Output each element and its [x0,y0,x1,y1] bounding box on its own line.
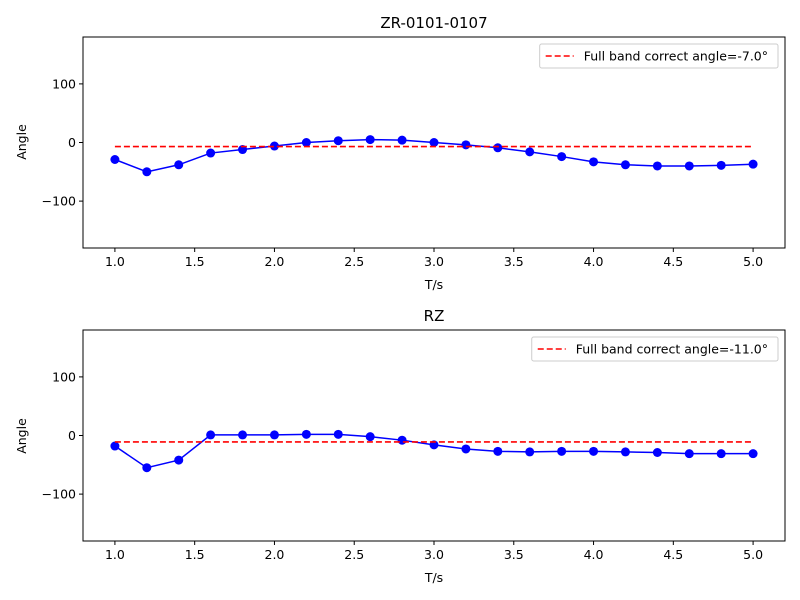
plot-area-frame [82,329,786,542]
legend-label: Full band correct angle=-11.0° [576,342,768,357]
x-tick-label: 4.0 [584,254,604,269]
chart-title: ZR-0101-0107 [380,14,487,32]
data-point [684,449,694,459]
x-tick-label: 2.5 [344,254,364,269]
data-point [365,135,375,145]
data-point [142,463,152,473]
data-point [301,138,311,147]
data-point [652,161,662,171]
y-axis-label: Angle [14,418,29,454]
subplot-top: ZR-0101-0107 1.0 1.5 2.0 2.5 3.0 3.5 4.0 4.5 5.0… [14,14,786,292]
data-point [684,161,694,171]
y-tick-label: 100 [52,369,76,384]
data-point [206,148,216,158]
y-tick-label: −100 [42,194,76,209]
data-point [589,446,599,456]
data-point [110,441,120,451]
y-tick-label: 0 [68,428,76,443]
x-tick-label: 1.5 [185,254,205,269]
x-tick-label: 4.5 [663,254,683,269]
chart-title: RZ [424,307,445,325]
x-axis: 1.0 1.5 2.0 2.5 3.0 3.5 4.0 4.5 5.0 [105,541,763,562]
subplot-bottom: RZ 1.0 1.5 2.0 2.5 3.0 3.5 4.0 4.5 5.0 −1000100 … [14,307,786,585]
data-point [620,160,630,170]
x-tick-label: 2.5 [344,547,364,562]
x-tick-label: 3.5 [504,254,524,269]
data-point [206,430,216,440]
series-layer [110,135,758,177]
x-tick-label: 5.0 [743,254,763,269]
data-point [301,429,311,439]
x-axis-label: T/s [424,570,443,585]
data-point [429,138,439,147]
data-point [110,154,120,164]
x-tick-label: 2.0 [265,254,285,269]
x-tick-label: 3.0 [424,547,444,562]
data-point [397,435,407,445]
data-point [461,140,471,150]
data-point [652,447,662,457]
data-point [365,432,375,442]
data-point [589,157,599,167]
data-point [493,446,503,456]
y-tick-label: 100 [52,76,76,91]
x-tick-label: 1.0 [105,547,125,562]
data-point [333,136,343,146]
data-point [716,160,726,170]
y-tick-label: −100 [42,487,76,502]
data-point [397,135,407,145]
data-point [748,449,758,459]
data-point [269,141,279,151]
data-point [238,430,248,440]
data-point [557,152,567,162]
x-tick-label: 4.5 [663,547,683,562]
data-point [142,167,152,177]
data-point [174,160,184,170]
data-point [269,430,279,440]
data-point [620,447,630,457]
data-point [174,455,184,465]
data-point [557,446,567,456]
x-tick-label: 1.5 [185,547,205,562]
x-axis-label: T/s [424,277,443,292]
data-point [493,143,503,153]
x-tick-label: 2.0 [265,547,285,562]
x-axis: 1.0 1.5 2.0 2.5 3.0 3.5 4.0 4.5 5.0 [105,248,763,269]
x-tick-label: 5.0 [743,547,763,562]
x-tick-label: 4.0 [584,547,604,562]
y-axis: −100 0 100 [42,369,83,502]
data-point [333,429,343,439]
data-point [525,447,535,457]
data-point [748,159,758,169]
legend: Full band correct angle=-11.0° [531,336,779,362]
x-tick-label: 3.5 [504,547,524,562]
data-point [461,444,471,454]
y-tick-label: 0 [68,135,76,150]
legend-box [539,43,779,69]
series-layer [110,429,758,473]
data-point [716,449,726,459]
x-tick-label: 1.0 [105,254,125,269]
legend-label: Full band correct angle=-7.0° [584,49,768,64]
legend-box [531,336,779,362]
x-tick-label: 3.0 [424,254,444,269]
y-axis: −100 0 100 [42,76,83,209]
legend: Full band correct angle=-7.0° [539,43,779,69]
data-point [525,147,535,157]
y-axis-label: Angle [14,124,29,160]
